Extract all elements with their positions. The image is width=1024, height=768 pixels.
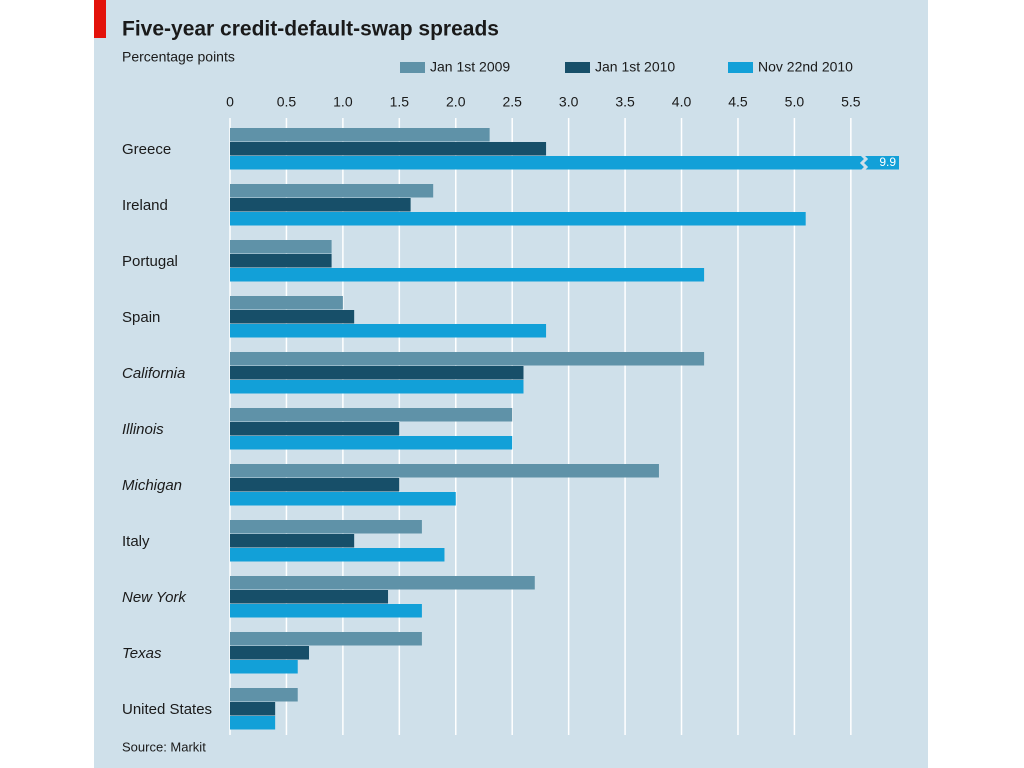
x-tick-label: 1.5 (390, 94, 410, 110)
bar (230, 184, 434, 198)
y-tick-label: Italy (122, 533, 150, 550)
y-tick-label: Portugal (122, 253, 178, 270)
bar (230, 156, 899, 170)
bar (230, 366, 524, 380)
y-tick-label: Michigan (122, 477, 182, 494)
legend-label: Jan 1st 2010 (595, 59, 675, 75)
bar (230, 142, 547, 156)
x-tick-label: 4.0 (672, 94, 692, 110)
bar (230, 646, 310, 660)
bar (230, 198, 411, 212)
x-tick-label: 5.5 (841, 94, 861, 110)
bar (230, 590, 389, 604)
y-tick-label: Ireland (122, 197, 168, 214)
legend-swatch (565, 62, 590, 73)
bar (230, 520, 422, 534)
y-tick-label: United States (122, 701, 212, 718)
x-tick-label: 2.0 (446, 94, 466, 110)
x-tick-label: 0.5 (277, 94, 297, 110)
y-tick-label: Greece (122, 141, 171, 158)
bar (230, 422, 400, 436)
x-tick-label: 4.5 (728, 94, 748, 110)
bar (230, 296, 343, 310)
bar (230, 632, 422, 646)
x-tick-label: 1.0 (333, 94, 353, 110)
x-tick-label: 0 (226, 94, 234, 110)
bar (230, 128, 490, 142)
subtitle: Percentage points (122, 49, 235, 65)
y-tick-label: Spain (122, 309, 160, 326)
red-tag (94, 0, 106, 38)
bar (230, 534, 355, 548)
bar (230, 464, 659, 478)
bar (230, 240, 332, 254)
value-label: 9.9 (879, 155, 896, 169)
bar (230, 436, 513, 450)
bar (230, 324, 547, 338)
y-tick-label: Illinois (122, 421, 164, 438)
bar (230, 254, 332, 268)
bar (230, 408, 513, 422)
axis-break (859, 153, 869, 173)
y-tick-label: New York (122, 589, 187, 606)
bar (230, 310, 355, 324)
bar (230, 492, 456, 506)
x-tick-label: 3.5 (615, 94, 635, 110)
bar (230, 352, 705, 366)
legend-swatch (400, 62, 425, 73)
legend-label: Nov 22nd 2010 (758, 59, 853, 75)
bar (230, 604, 422, 618)
y-tick-label: California (122, 365, 185, 382)
chart-title: Five-year credit-default-swap spreads (122, 18, 499, 41)
bar (230, 702, 276, 716)
bar (230, 212, 806, 226)
source: Source: Markit (122, 739, 206, 754)
legend-swatch (728, 62, 753, 73)
x-tick-label: 5.0 (785, 94, 805, 110)
x-tick-label: 2.5 (502, 94, 522, 110)
x-tick-label: 3.0 (559, 94, 579, 110)
bar (230, 576, 535, 590)
bar (230, 478, 400, 492)
bar (230, 548, 445, 562)
bar (230, 268, 705, 282)
y-tick-label: Texas (122, 645, 162, 662)
bar (230, 660, 298, 674)
bar (230, 688, 298, 702)
bar (230, 380, 524, 394)
bar (230, 716, 276, 730)
legend-label: Jan 1st 2009 (430, 59, 510, 75)
